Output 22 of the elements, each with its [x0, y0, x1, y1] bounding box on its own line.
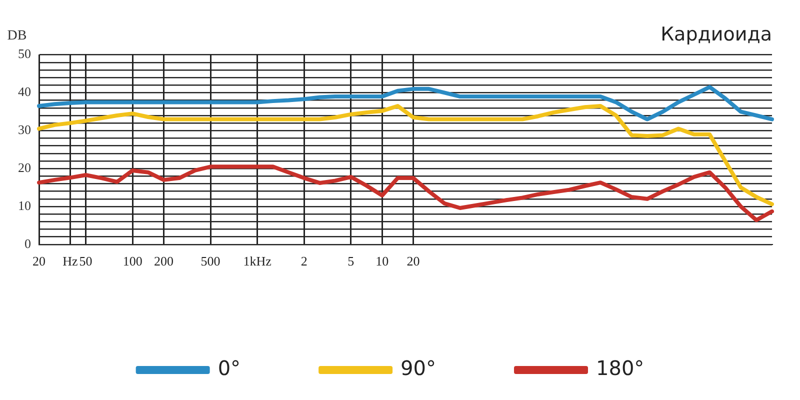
x-tick-label: 10 — [376, 254, 389, 269]
chart-title: Кардиоида — [660, 23, 772, 46]
y-axis-title: DB — [7, 28, 27, 44]
x-tick-label: 2 — [300, 254, 308, 269]
x-tick-label: 20 — [406, 254, 420, 269]
x-tick-label: 100 — [122, 254, 142, 269]
y-tick-label: 50 — [18, 46, 31, 62]
y-tick-label: 10 — [18, 198, 31, 213]
y-tick-label: 40 — [18, 84, 31, 100]
legend-label: 0° — [218, 356, 241, 380]
x-tick-label: 200 — [154, 254, 174, 269]
x-tick-label: Hz — [62, 254, 78, 269]
legend-label: 90° — [400, 356, 436, 380]
x-tick-label: 20 — [32, 254, 46, 269]
x-tick-label: 500 — [200, 254, 220, 269]
y-tick-label: 0 — [24, 236, 31, 251]
x-tick-label: 5 — [348, 254, 354, 269]
y-tick-label: 20 — [18, 160, 31, 175]
x-tick-label: 50 — [79, 254, 92, 269]
y-tick-label: 30 — [18, 122, 31, 138]
legend-label: 180° — [596, 356, 644, 380]
x-tick-label: 1kHz — [243, 254, 272, 269]
